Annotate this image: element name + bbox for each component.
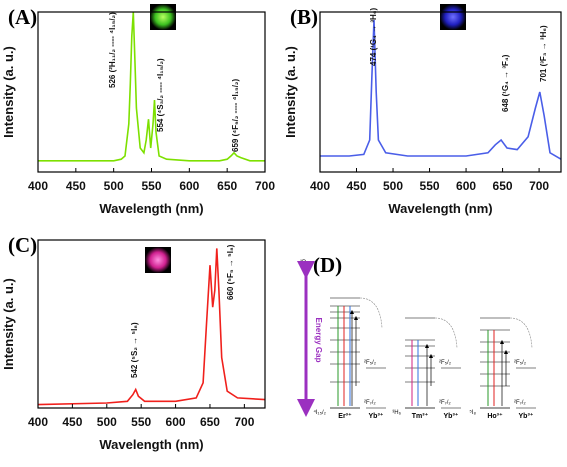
x-tick-label: 600: [179, 179, 199, 193]
x-tick-label: 700: [529, 179, 549, 193]
peak-annotation: 474 (¹G₄ → ³H₆): [369, 8, 378, 66]
sensitizer-label: Yb³⁺: [519, 412, 534, 420]
panel-label: (A): [8, 5, 37, 29]
x-tick-label: 650: [200, 415, 220, 429]
transfer-curve: [434, 317, 458, 349]
level-label: ³P: [300, 260, 306, 266]
ground-label: ⁵I₈: [469, 409, 476, 416]
inset-photo: [145, 247, 171, 273]
spectrum-line: [37, 248, 266, 406]
transfer-curve: [509, 317, 533, 349]
x-tick-label: 400: [28, 415, 48, 429]
ion-label: Er³⁺: [338, 412, 352, 420]
x-tick-label: 550: [420, 179, 440, 193]
x-tick-label: 450: [346, 179, 366, 193]
plot-frame: [37, 239, 266, 409]
x-tick-label: 400: [28, 179, 48, 193]
ion-label: Tm³⁺: [412, 412, 429, 420]
x-tick-label: 400: [310, 179, 330, 193]
peak-annotation: 542 (⁵S₂ → ⁵I₈): [130, 322, 139, 378]
y-axis-label: Intensity (a. u.): [283, 46, 298, 138]
x-tick-label: 500: [104, 179, 124, 193]
panel-label: (B): [290, 5, 318, 29]
ground-label: ⁴I₁₅/₂: [313, 409, 326, 416]
x-tick-label: 500: [383, 179, 403, 193]
peak-annotation: 526 (²H₁₁/₂ ---- ⁴I₁₅/₂): [108, 12, 117, 88]
yb-level-label: ²F₅/₂: [514, 360, 527, 366]
x-tick-label: 550: [131, 415, 151, 429]
panel-label: (D): [313, 253, 342, 277]
x-tick-label: 450: [66, 179, 86, 193]
x-tick-label: 650: [217, 179, 237, 193]
sensitizer-label: Yb³⁺: [444, 412, 459, 420]
inset-photo: [440, 4, 466, 30]
x-tick-label: 600: [166, 415, 186, 429]
transfer-curve: [359, 297, 383, 329]
peak-annotation: 660 (⁵F₅ → ⁵I₈): [226, 244, 235, 300]
spectrum-line: [38, 11, 265, 162]
ion-label: Ho³⁺: [487, 412, 503, 420]
x-axis-label: Wavelength (nm): [99, 437, 203, 452]
x-axis-label: Wavelength (nm): [99, 201, 203, 216]
sensitizer-label: Yb³⁺: [369, 412, 384, 420]
y-axis-label: Intensity (a. u.): [1, 46, 16, 138]
x-tick-label: 700: [255, 179, 275, 193]
ground-label: ³H₆: [392, 410, 401, 416]
peak-annotation: 648 (¹G₄ → ³F₄): [501, 54, 510, 112]
yb-level-label: ²F₇/₂: [439, 400, 451, 406]
x-tick-label: 600: [456, 179, 476, 193]
x-tick-label: 650: [493, 179, 513, 193]
plot-frame: [319, 11, 562, 173]
yb-level-label: ²F₇/₂: [364, 400, 376, 406]
yb-level-label: ²F₅/₂: [439, 360, 452, 366]
y-axis-label: Intensity (a. u.): [1, 278, 16, 370]
x-tick-label: 500: [97, 415, 117, 429]
peak-annotation: 659 (⁴F₉/₂ ---- ⁴I₁₅/₂): [231, 79, 240, 152]
peak-annotation: 554 (⁴S₃/₂ ---- ⁴I₁₅/₂): [156, 58, 165, 132]
yb-level-label: ²F₇/₂: [514, 400, 526, 406]
yb-level-label: ²F₅/₂: [364, 360, 377, 366]
panel-label: (C): [8, 233, 37, 257]
spectrum-line: [320, 19, 562, 160]
x-axis-label: Wavelength (nm): [388, 201, 492, 216]
energy-diagram: (D) ³P Energy Gap ²F₅/₂ ²F₇/₂ ⁴I₁₅/₂ Er³⁺ Yb³⁺ ²…: [297, 253, 536, 420]
energy-gap-label: Energy Gap: [314, 318, 323, 363]
x-tick-label: 550: [141, 179, 161, 193]
x-tick-label: 700: [234, 415, 254, 429]
peak-annotation: 701 (³F₃ → ³H₆): [539, 25, 548, 82]
x-tick-label: 450: [62, 415, 82, 429]
inset-photo: [150, 4, 176, 30]
